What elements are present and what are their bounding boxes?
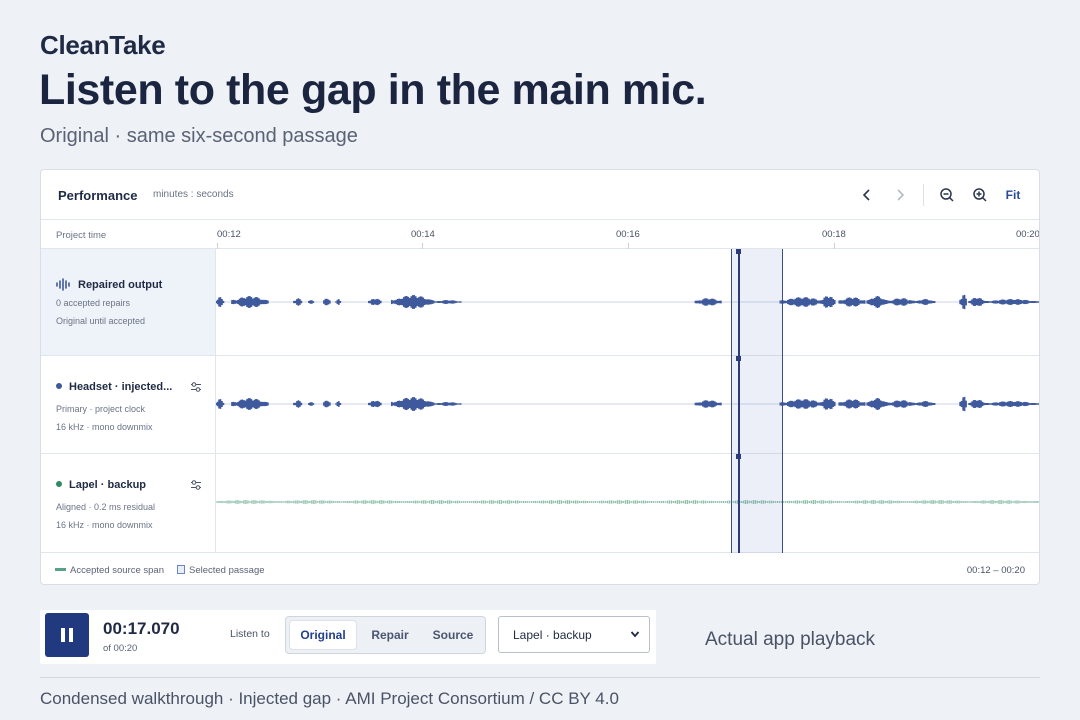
page-subtitle: Original · same six-second passage <box>40 125 358 147</box>
track-name: Repaired output <box>78 279 163 291</box>
duration: of 00:20 <box>103 643 138 654</box>
waveform-lane[interactable] <box>216 249 1039 355</box>
waveform <box>216 396 1039 412</box>
ruler-tick: 00:18 <box>822 229 846 240</box>
app-brand: CleanTake <box>40 30 166 60</box>
toolbar-divider <box>923 184 924 206</box>
ruler-tick: 00:16 <box>616 229 640 240</box>
waveform-icon <box>56 278 70 291</box>
ruler-label: Project time <box>56 230 107 241</box>
transport-bar: 00:17.070 of 00:20 Listen to Original Re… <box>40 610 656 664</box>
zoom-out-icon <box>940 188 954 202</box>
track-lapel[interactable]: Lapel · backup Aligned · 0.2 ms residual… <box>41 454 1039 553</box>
ruler-tick: 00:20 <box>1016 229 1040 240</box>
track-meta: 0 accepted repairs <box>56 298 131 308</box>
performance-panel: Performance minutes : seconds Fit Projec… <box>40 169 1040 585</box>
panel-header: Performance minutes : seconds Fit <box>41 170 1039 220</box>
track-header[interactable]: Lapel · backup Aligned · 0.2 ms residual… <box>41 454 216 552</box>
selected-passage-swatch <box>177 565 185 574</box>
panel-units: minutes : seconds <box>153 189 234 200</box>
mode-source-button[interactable]: Source <box>432 628 474 642</box>
listen-mode-switch: Original Repair Source <box>285 616 486 654</box>
playback-note: Actual app playback <box>705 629 876 650</box>
zoom-out-button[interactable] <box>938 184 956 206</box>
ruler-tick-mark <box>834 243 835 249</box>
ruler-tick: 00:12 <box>217 229 241 240</box>
footer-credit: Condensed walkthrough · Injected gap · A… <box>40 689 619 708</box>
fit-button[interactable]: Fit <box>1005 188 1021 202</box>
chevron-left-icon <box>862 189 870 201</box>
track-meta: Aligned · 0.2 ms residual <box>56 502 156 512</box>
footer-divider <box>40 677 1040 678</box>
source-select-value: Lapel · backup <box>513 627 592 642</box>
pause-icon-bar <box>69 628 73 642</box>
track-header[interactable]: Headset · injected... Primary · project … <box>41 356 216 453</box>
ruler-tick: 00:14 <box>411 229 435 240</box>
page-headline: Listen to the gap in the main mic. <box>39 66 707 114</box>
playhead-handle[interactable] <box>736 356 741 361</box>
track-title: Repaired output <box>56 278 162 291</box>
listen-to-label: Listen to <box>230 628 270 640</box>
legend-accepted-label: Accepted source span <box>70 565 165 576</box>
time-ruler[interactable]: Project time 00:12 00:14 00:16 00:18 00:… <box>41 220 1039 249</box>
ruler-tick-mark <box>217 243 218 249</box>
track-meta: Primary · project clock <box>56 404 146 414</box>
playhead-handle[interactable] <box>736 249 741 254</box>
legend-selected: Selected passage <box>177 565 265 576</box>
visible-range: 00:12 – 00:20 <box>966 565 1025 576</box>
playhead[interactable] <box>738 249 740 553</box>
track-title: Lapel · backup <box>56 479 146 491</box>
pause-button[interactable] <box>45 613 89 657</box>
sliders-icon[interactable] <box>190 479 202 491</box>
zoom-in-icon <box>973 188 987 202</box>
track-name: Lapel · backup <box>69 479 147 491</box>
track-headset[interactable]: Headset · injected... Primary · project … <box>41 356 1039 454</box>
track-meta: Original until accepted <box>56 316 146 326</box>
track-meta: 16 kHz · mono downmix <box>56 520 153 530</box>
previous-button[interactable] <box>858 184 876 206</box>
playhead-handle[interactable] <box>736 454 741 459</box>
current-time: 00:17.070 <box>103 619 180 638</box>
waveform-lane[interactable] <box>216 356 1039 453</box>
track-header[interactable]: Repaired output 0 accepted repairs Origi… <box>41 249 216 355</box>
mode-repair-button[interactable]: Repair <box>371 628 409 642</box>
legend-accepted: Accepted source span <box>55 565 164 576</box>
track-name: Headset · injected... <box>69 381 173 393</box>
accepted-span-swatch <box>55 568 66 571</box>
mode-original-button[interactable]: Original <box>290 621 356 649</box>
sliders-icon[interactable] <box>190 381 202 393</box>
panel-title: Performance <box>58 188 138 203</box>
track-repaired-output[interactable]: Repaired output 0 accepted repairs Origi… <box>41 249 1039 356</box>
waveform-lane[interactable] <box>216 454 1039 552</box>
track-title: Headset · injected... <box>56 381 172 393</box>
track-color-dot <box>56 481 62 487</box>
track-meta: 16 kHz · mono downmix <box>56 422 153 432</box>
waveform <box>216 500 1039 504</box>
legend: Accepted source span Selected passage 00… <box>41 553 1039 584</box>
source-select[interactable]: Lapel · backup <box>498 616 650 653</box>
chevron-right-icon <box>897 189 905 201</box>
ruler-tick-mark <box>628 243 629 249</box>
track-color-dot <box>56 383 62 389</box>
zoom-in-button[interactable] <box>971 184 989 206</box>
legend-selected-label: Selected passage <box>189 565 265 576</box>
waveform <box>216 294 1039 310</box>
next-button[interactable] <box>891 184 909 206</box>
ruler-tick-mark <box>422 243 423 249</box>
chevron-down-icon <box>630 631 640 638</box>
pause-icon <box>61 628 65 642</box>
